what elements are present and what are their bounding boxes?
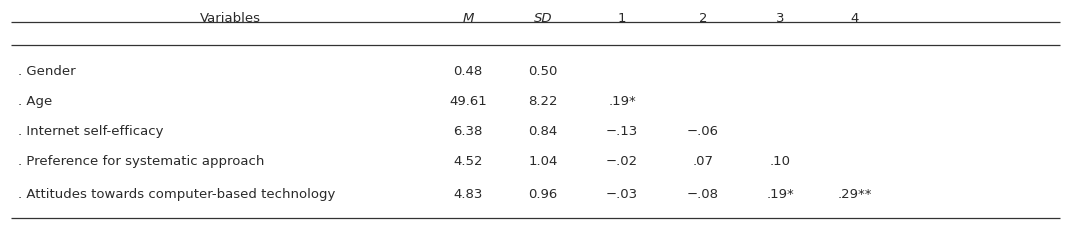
Text: SD: SD — [533, 12, 553, 25]
Text: . Internet self-efficacy: . Internet self-efficacy — [18, 125, 164, 138]
Text: 0.50: 0.50 — [528, 65, 558, 78]
Text: M: M — [463, 12, 473, 25]
Text: .19*: .19* — [608, 95, 636, 108]
Text: .19*: .19* — [766, 188, 794, 201]
Text: 6.38: 6.38 — [453, 125, 483, 138]
Text: 4: 4 — [850, 12, 859, 25]
Text: . Attitudes towards computer-based technology: . Attitudes towards computer-based techn… — [18, 188, 335, 201]
Text: . Gender: . Gender — [18, 65, 76, 78]
Text: 49.61: 49.61 — [449, 95, 487, 108]
Text: −.02: −.02 — [606, 155, 638, 168]
Text: 4.83: 4.83 — [453, 188, 483, 201]
Text: .07: .07 — [693, 155, 713, 168]
Text: 3: 3 — [775, 12, 784, 25]
Text: 1: 1 — [618, 12, 627, 25]
Text: −.08: −.08 — [687, 188, 719, 201]
Text: 4.52: 4.52 — [453, 155, 483, 168]
Text: 0.84: 0.84 — [528, 125, 558, 138]
Text: . Preference for systematic approach: . Preference for systematic approach — [18, 155, 265, 168]
Text: 0.96: 0.96 — [528, 188, 558, 201]
Text: 1.04: 1.04 — [528, 155, 558, 168]
Text: . Age: . Age — [18, 95, 52, 108]
Text: −.03: −.03 — [606, 188, 638, 201]
Text: .10: .10 — [769, 155, 790, 168]
Text: 0.48: 0.48 — [453, 65, 483, 78]
Text: −.13: −.13 — [606, 125, 638, 138]
Text: 8.22: 8.22 — [528, 95, 558, 108]
Text: 2: 2 — [698, 12, 707, 25]
Text: .29**: .29** — [838, 188, 872, 201]
Text: −.06: −.06 — [687, 125, 719, 138]
Text: Variables: Variables — [199, 12, 260, 25]
